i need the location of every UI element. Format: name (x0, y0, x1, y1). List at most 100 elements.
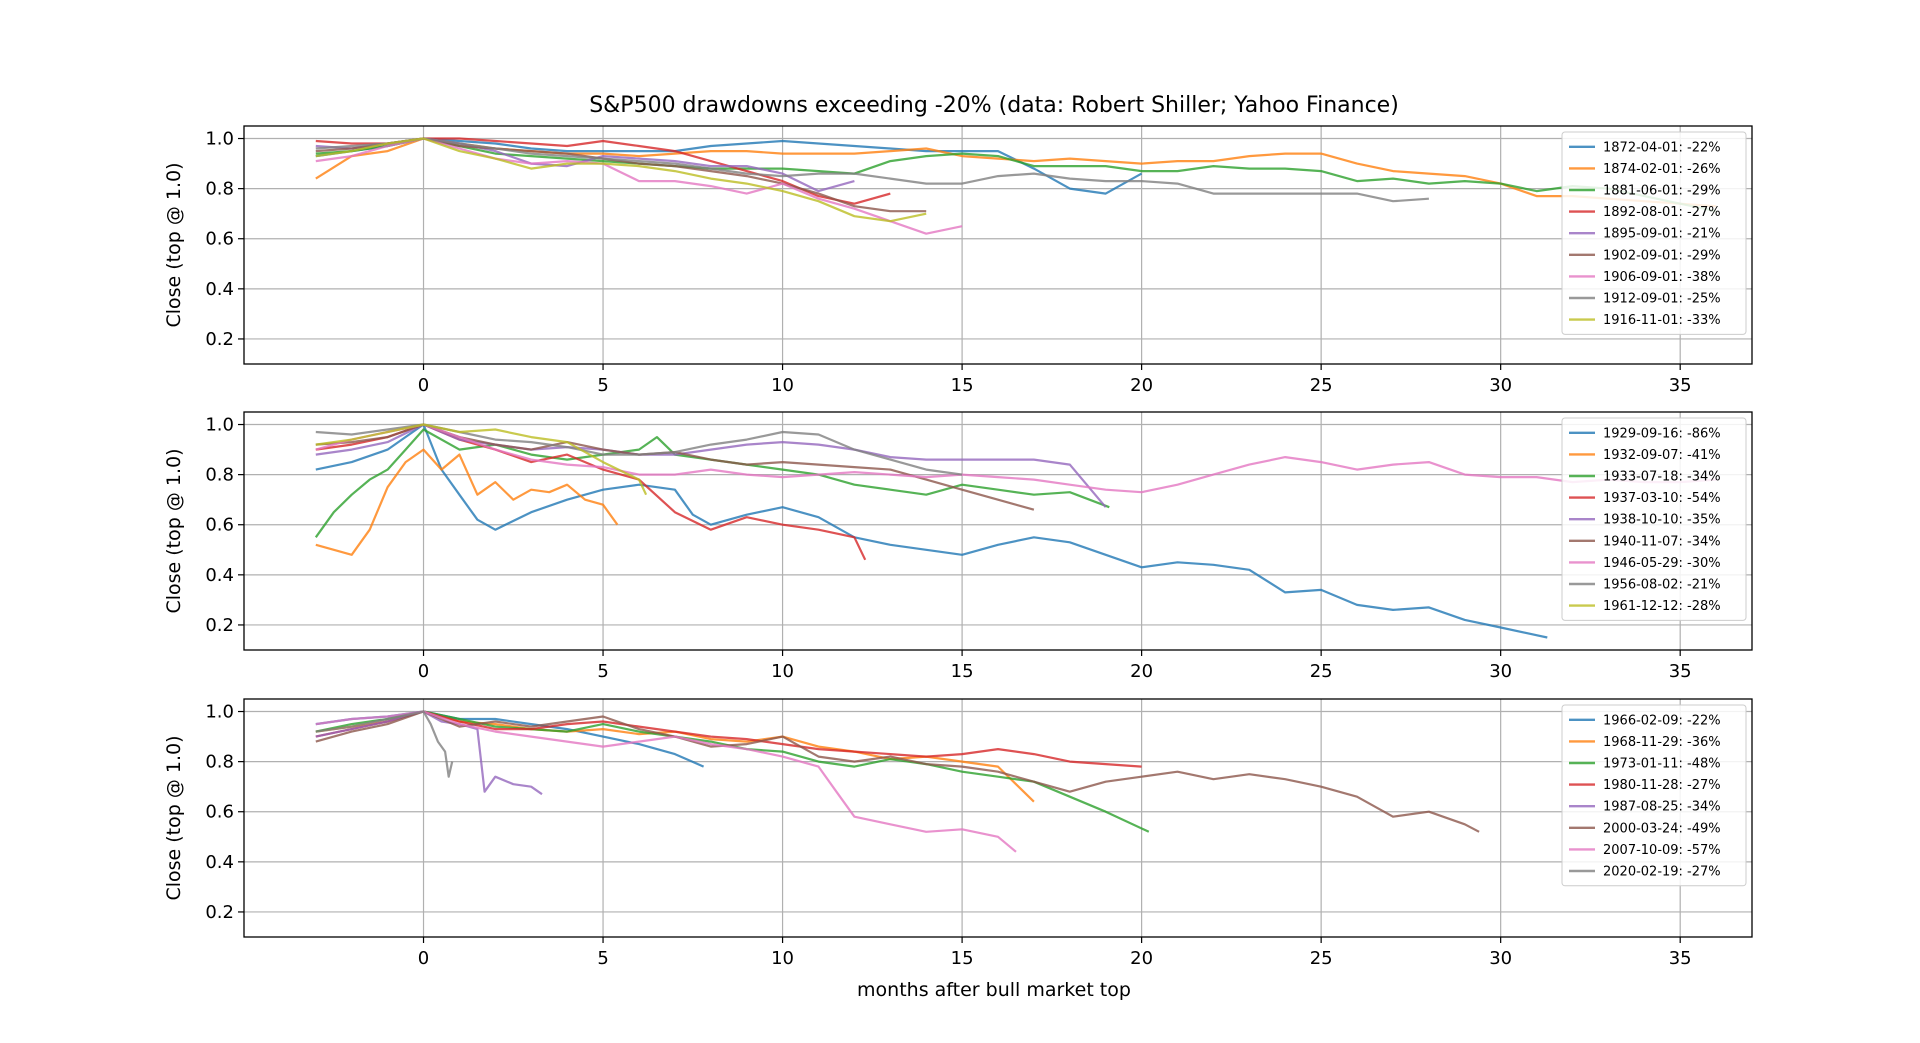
y-tick-label: 1.0 (205, 415, 234, 436)
x-axis-label: months after bull market top (857, 979, 1131, 1001)
plot-frame (243, 698, 1753, 938)
figure-title: S&P500 drawdowns exceeding -20% (data: R… (589, 93, 1399, 118)
y-tick-label: 0.4 (205, 565, 234, 586)
series-line (315, 137, 927, 213)
legend-label: 1916-11-01: -33% (1603, 313, 1721, 328)
y-tick-label: 0.8 (205, 752, 234, 773)
x-tick-label: 20 (1130, 661, 1153, 682)
series-line (315, 137, 855, 193)
y-tick-label: 0.6 (205, 802, 234, 823)
series-line (315, 423, 1107, 508)
x-tick-label: 15 (951, 661, 974, 682)
legend-label: 1956-08-02: -21% (1603, 578, 1721, 593)
legend-label: 1973-01-11: -48% (1603, 757, 1721, 772)
legend-label: 1932-09-07: -41% (1603, 448, 1721, 463)
legend-label: 1906-09-01: -38% (1603, 270, 1721, 285)
x-tick-label: 25 (1310, 375, 1333, 396)
x-tick-label: 0 (418, 375, 429, 396)
panel-2: 0 5 10 15 20 25 30 35 0.2 0.4 0.6 0.8 1.0 Close (top … (163, 411, 1753, 682)
x-tick-label: 20 (1130, 375, 1153, 396)
y-axis-label: Close (top @ 1.0) (163, 448, 185, 613)
series-line (315, 137, 927, 223)
x-tick-label: 35 (1669, 948, 1692, 969)
x-tick-label: 5 (597, 375, 608, 396)
legend-label: 1912-09-01: -25% (1603, 292, 1721, 307)
series-line (315, 710, 1142, 768)
panels: 0 5 10 15 20 25 30 35 0.2 0.4 0.6 0.8 1.0 Close (top … (163, 125, 1753, 969)
y-tick-label: 0.2 (205, 902, 234, 923)
x-tick-label: 20 (1130, 948, 1153, 969)
series-line (314, 428, 1110, 538)
y-tick-label: 0.4 (205, 852, 234, 873)
legend-label: 1933-07-18: -34% (1603, 470, 1721, 485)
legend-box (1561, 131, 1747, 335)
x-tick-label: 25 (1310, 948, 1333, 969)
legend-label: 1938-10-10: -35% (1603, 513, 1721, 528)
x-tick-label: 30 (1489, 661, 1512, 682)
y-tick-label: 1.0 (205, 129, 234, 150)
legend-label: 1895-09-01: -21% (1603, 227, 1721, 242)
legend-label: 1966-02-09: -22% (1603, 713, 1721, 728)
legend-label: 1940-11-07: -34% (1603, 534, 1721, 549)
series-line (315, 710, 705, 768)
y-axis-label: Close (top @ 1.0) (163, 162, 185, 327)
legend-label: 1937-03-10: -54% (1603, 491, 1721, 506)
legend-label: 1946-05-29: -30% (1603, 556, 1721, 571)
panel-3: 0 5 10 15 20 25 30 35 0.2 0.4 0.6 0.8 1.0 Close (top … (163, 698, 1753, 969)
legend-box (1561, 704, 1747, 887)
legend-label: 1961-12-12: -28% (1603, 599, 1721, 614)
y-tick-label: 0.4 (205, 279, 234, 300)
legend-label: 1881-06-01: -29% (1603, 184, 1721, 199)
panel-1: 0 5 10 15 20 25 30 35 0.2 0.4 0.6 0.8 1.0 Close (top … (163, 125, 1753, 396)
plot-frame (243, 125, 1753, 365)
x-tick-label: 10 (771, 375, 794, 396)
series-line (315, 423, 1548, 639)
legend-label: 2000-03-24: -49% (1603, 821, 1721, 836)
y-tick-label: 0.2 (205, 329, 234, 350)
x-tick-label: 0 (418, 661, 429, 682)
series-line (315, 423, 648, 496)
x-tick-label: 15 (951, 375, 974, 396)
legend-label: 1874-02-01: -26% (1603, 162, 1721, 177)
x-tick-label: 25 (1310, 661, 1333, 682)
plot-frame (243, 411, 1753, 651)
series-line (315, 710, 1480, 833)
series-line (315, 137, 1429, 203)
legend-label: 1968-11-29: -36% (1603, 735, 1721, 750)
legend-label: 1929-09-16: -86% (1603, 426, 1721, 441)
x-tick-label: 35 (1669, 375, 1692, 396)
series-line (315, 448, 619, 556)
x-tick-label: 10 (771, 948, 794, 969)
legend-label: 1872-04-01: -22% (1603, 140, 1721, 155)
y-tick-label: 0.6 (205, 229, 234, 250)
series-line (315, 710, 1150, 833)
series-line (315, 423, 1717, 494)
x-tick-label: 0 (418, 948, 429, 969)
x-tick-label: 35 (1669, 661, 1692, 682)
series-line (315, 137, 1143, 195)
y-tick-label: 0.8 (205, 179, 234, 200)
y-tick-label: 0.8 (205, 465, 234, 486)
series-line (315, 137, 1717, 213)
legend-label: 1987-08-25: -34% (1603, 800, 1721, 815)
x-tick-label: 5 (597, 661, 608, 682)
x-tick-label: 30 (1489, 948, 1512, 969)
series-line (315, 710, 1017, 853)
y-tick-label: 1.0 (205, 702, 234, 723)
legend-label: 1902-09-01: -29% (1603, 248, 1721, 263)
x-tick-label: 5 (597, 948, 608, 969)
y-tick-label: 0.2 (205, 615, 234, 636)
legend-label: 1892-08-01: -27% (1603, 205, 1721, 220)
legend-label: 2020-02-19: -27% (1603, 865, 1721, 880)
x-tick-label: 15 (951, 948, 974, 969)
legend-label: 2007-10-09: -57% (1603, 843, 1721, 858)
x-tick-label: 30 (1489, 375, 1512, 396)
series-line (315, 710, 454, 778)
legend-label: 1980-11-28: -27% (1603, 778, 1721, 793)
y-axis-label: Close (top @ 1.0) (163, 735, 185, 900)
x-tick-label: 10 (771, 661, 794, 682)
y-tick-label: 0.6 (205, 515, 234, 536)
legend-box (1561, 417, 1747, 621)
